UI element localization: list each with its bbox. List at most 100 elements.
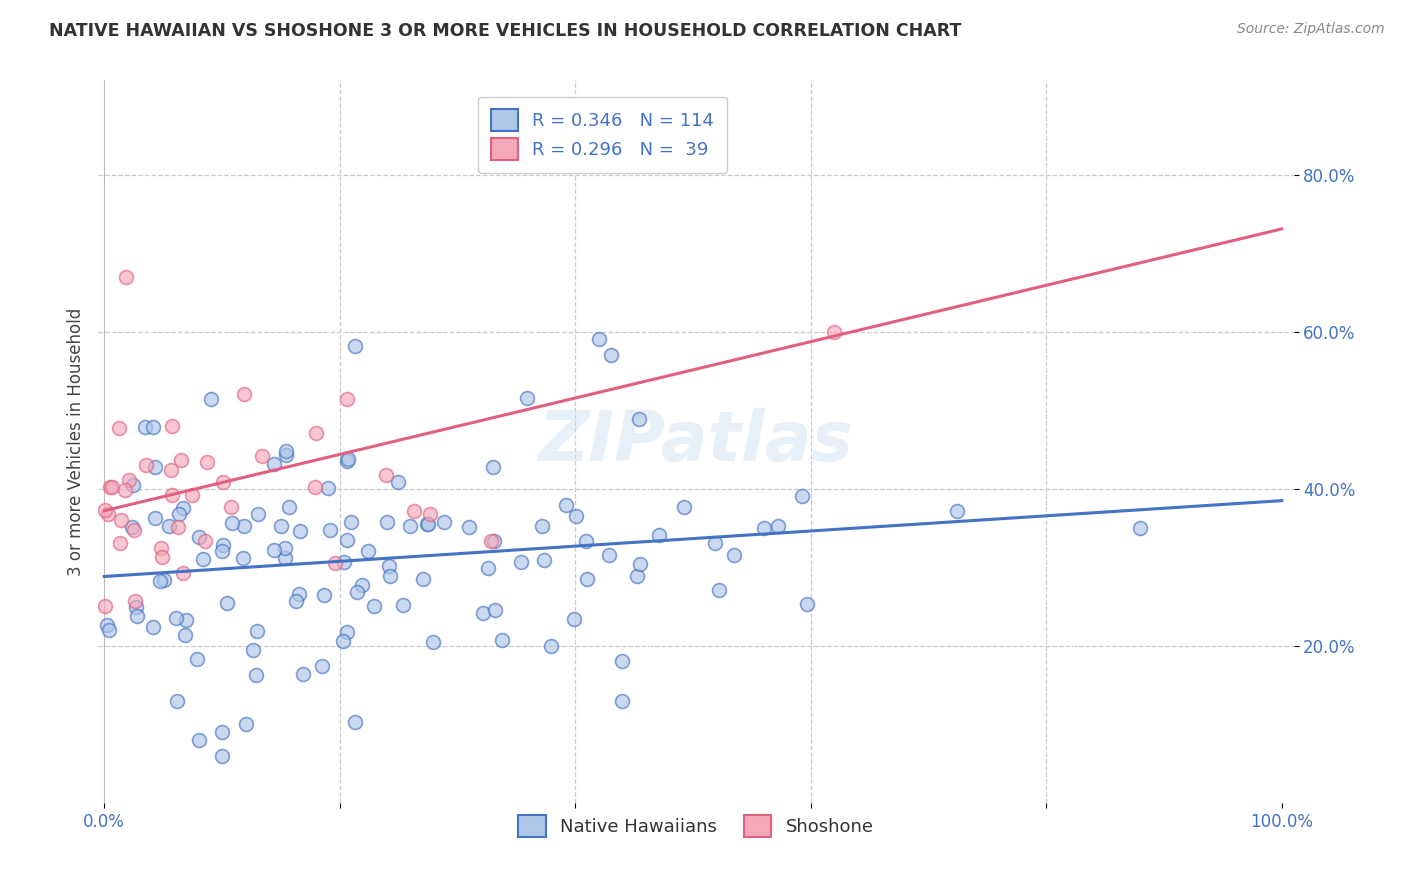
- Point: [356, 544, 378, 558]
- Point: [165, 611, 187, 625]
- Point: [143, 460, 166, 475]
- Point: [416, 516, 439, 531]
- Point: [94, 503, 117, 517]
- Point: [235, 717, 257, 731]
- Point: [170, 453, 193, 467]
- Point: [194, 533, 217, 548]
- Point: [340, 515, 363, 529]
- Point: [167, 508, 190, 522]
- Point: [212, 539, 235, 553]
- Point: [277, 500, 299, 514]
- Point: [134, 420, 156, 434]
- Point: [312, 588, 335, 602]
- Point: [477, 560, 499, 574]
- Point: [100, 479, 122, 493]
- Point: [176, 613, 198, 627]
- Point: [305, 425, 328, 440]
- Point: [246, 507, 269, 521]
- Point: [114, 483, 136, 497]
- Point: [375, 515, 398, 529]
- Point: [219, 500, 242, 514]
- Point: [412, 573, 434, 587]
- Point: [336, 454, 359, 468]
- Point: [101, 480, 124, 494]
- Point: [200, 392, 222, 406]
- Point: [628, 412, 651, 426]
- Point: [98, 623, 121, 637]
- Point: [422, 635, 444, 649]
- Point: [122, 523, 145, 537]
- Point: [242, 643, 264, 657]
- Point: [823, 325, 845, 339]
- Point: [215, 596, 238, 610]
- Point: [181, 488, 204, 502]
- Point: [588, 333, 610, 347]
- Point: [245, 668, 267, 682]
- Point: [332, 634, 354, 648]
- Legend: Native Hawaiians, Shoshone: Native Hawaiians, Shoshone: [512, 808, 880, 845]
- Point: [186, 652, 208, 666]
- Point: [575, 573, 598, 587]
- Point: [211, 748, 233, 763]
- Point: [150, 541, 173, 556]
- Point: [304, 480, 326, 494]
- Point: [233, 518, 256, 533]
- Point: [212, 475, 235, 489]
- Point: [402, 504, 425, 518]
- Point: [160, 463, 183, 477]
- Point: [398, 519, 420, 533]
- Point: [335, 533, 357, 547]
- Point: [160, 488, 183, 502]
- Point: [211, 725, 233, 739]
- Point: [516, 391, 538, 405]
- Point: [108, 536, 131, 550]
- Point: [319, 523, 342, 537]
- Point: [124, 594, 146, 608]
- Point: [375, 468, 398, 483]
- Point: [533, 552, 555, 566]
- Point: [187, 733, 209, 747]
- Point: [378, 569, 401, 583]
- Point: [94, 599, 117, 614]
- Point: [150, 549, 173, 564]
- Point: [96, 618, 118, 632]
- Point: [284, 594, 307, 608]
- Point: [290, 524, 312, 539]
- Point: [378, 559, 401, 574]
- Point: [540, 639, 562, 653]
- Point: [166, 694, 188, 708]
- Point: [790, 489, 813, 503]
- Point: [723, 548, 745, 562]
- Point: [153, 574, 176, 588]
- Point: [768, 518, 790, 533]
- Point: [276, 448, 298, 462]
- Point: [648, 528, 671, 542]
- Point: [346, 584, 368, 599]
- Point: [1129, 521, 1152, 535]
- Point: [336, 625, 359, 640]
- Point: [491, 633, 513, 648]
- Point: [143, 510, 166, 524]
- Point: [562, 612, 585, 626]
- Point: [628, 557, 651, 571]
- Point: [484, 603, 506, 617]
- Point: [482, 459, 505, 474]
- Point: [612, 694, 634, 708]
- Point: [191, 552, 214, 566]
- Y-axis label: 3 or more Vehicles in Household: 3 or more Vehicles in Household: [66, 308, 84, 575]
- Point: [565, 509, 588, 524]
- Point: [166, 520, 188, 534]
- Point: [419, 507, 441, 521]
- Point: [392, 598, 415, 612]
- Point: [363, 599, 385, 614]
- Point: [472, 607, 495, 621]
- Point: [160, 419, 183, 434]
- Point: [211, 544, 233, 558]
- Point: [350, 578, 373, 592]
- Point: [270, 519, 292, 533]
- Point: [142, 420, 165, 434]
- Point: [232, 551, 254, 566]
- Point: [752, 521, 775, 535]
- Point: [598, 549, 620, 563]
- Point: [110, 513, 132, 527]
